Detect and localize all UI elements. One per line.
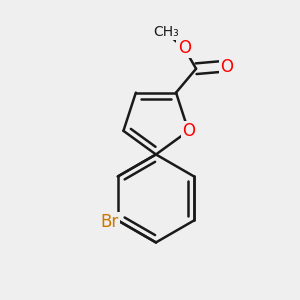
Text: Br: Br — [100, 213, 119, 231]
Text: O: O — [220, 58, 233, 76]
Text: O: O — [182, 122, 195, 140]
Text: CH₃: CH₃ — [153, 26, 179, 39]
Text: O: O — [178, 39, 191, 57]
